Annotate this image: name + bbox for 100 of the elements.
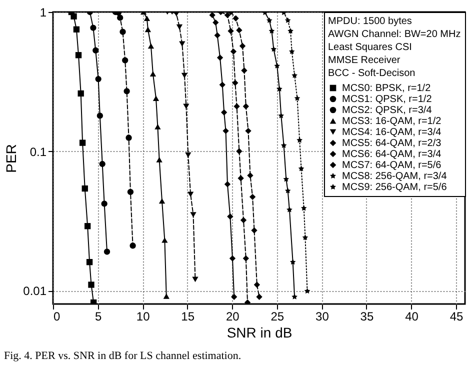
- legend-label: MCS0: BPSK, r=1/2: [342, 83, 432, 94]
- point: [286, 206, 292, 212]
- point: [163, 294, 170, 299]
- point: [229, 255, 236, 262]
- point: [90, 24, 96, 31]
- point: [126, 134, 132, 141]
- legend-label: MCS5: 64-QAM, r=2/3: [342, 138, 442, 149]
- point: [154, 124, 161, 130]
- point: [96, 112, 104, 119]
- x-tick-label: 35: [360, 310, 374, 324]
- point: [95, 76, 102, 82]
- point: [130, 242, 136, 249]
- point: [284, 17, 291, 23]
- legend-label: MCS3: 16-QAM, r=1/2: [342, 116, 442, 127]
- x-tick-label: 15: [181, 310, 195, 324]
- point: [144, 26, 152, 32]
- x-tick-label: 10: [136, 310, 150, 324]
- point: [227, 213, 234, 220]
- point: [270, 46, 277, 52]
- point: [99, 160, 106, 168]
- y-axis-title: PER: [3, 144, 20, 173]
- point: [84, 223, 91, 230]
- point: [104, 248, 110, 255]
- x-tick-label: 30: [316, 310, 330, 324]
- point: [304, 288, 310, 294]
- point: [278, 112, 284, 118]
- point: [284, 188, 291, 194]
- x-tick-label: 5: [94, 310, 102, 324]
- point: [283, 176, 290, 182]
- point: [122, 57, 128, 64]
- legend-label: MCS7: 64-QAM, r=5/6: [342, 160, 442, 171]
- point: [212, 19, 219, 26]
- point: [181, 72, 188, 78]
- point: [290, 259, 296, 265]
- point: [232, 80, 238, 86]
- point: [187, 192, 194, 198]
- point: [124, 88, 130, 94]
- point: [302, 234, 308, 240]
- point: [236, 148, 242, 154]
- legend-title: MPDU: 1500 bytes AWGN Channel: BW=20 MHz Least Squares CSI MMSE Receiver BCC - Soft-Decison: [328, 16, 461, 79]
- point: [216, 54, 224, 61]
- point: [75, 52, 82, 58]
- point: [150, 71, 156, 76]
- point: [231, 294, 238, 300]
- point: [256, 294, 262, 300]
- point: [190, 212, 196, 218]
- point: [224, 12, 231, 18]
- point: [236, 27, 242, 34]
- point: [268, 28, 275, 34]
- point: [296, 137, 302, 143]
- point: [276, 86, 282, 92]
- point: [82, 185, 88, 192]
- point: [230, 48, 237, 55]
- point: [222, 128, 229, 134]
- y-tick-label: 0.01: [23, 284, 47, 298]
- x-tick-label: 25: [270, 310, 284, 324]
- point: [300, 205, 307, 211]
- point: [101, 200, 108, 207]
- point: [266, 17, 272, 23]
- legend-label: MCS6: 64-QAM, r=3/4: [342, 149, 442, 160]
- point: [292, 294, 298, 300]
- point: [224, 181, 231, 188]
- point: [234, 103, 240, 110]
- point: [249, 194, 256, 200]
- point: [288, 28, 294, 34]
- legend-label: MCS8: 256-QAM, r=3/4: [342, 171, 448, 182]
- point: [214, 32, 220, 38]
- point: [73, 26, 80, 32]
- point: [219, 82, 226, 88]
- point: [220, 109, 228, 116]
- legend-label: MCS1: QPSK, r=1/2: [342, 94, 432, 105]
- point: [280, 142, 287, 148]
- legend-label: MCS9: 256-QAM, r=5/6: [342, 182, 448, 193]
- point: [70, 13, 77, 20]
- caption: Fig. 4. PER vs. SNR in dB for LS channel estimation.: [4, 350, 242, 362]
- point: [192, 276, 198, 282]
- point: [238, 175, 244, 182]
- legend-label: MCS4: 16-QAM, r=3/4: [342, 127, 442, 138]
- y-tick-label: 0.1: [30, 144, 47, 159]
- legend-label: MCS2: QPSK, r=3/4: [342, 105, 432, 116]
- point: [90, 299, 97, 304]
- point: [239, 42, 246, 50]
- point: [86, 259, 93, 266]
- x-axis-title: SNR in dB: [226, 324, 292, 340]
- point: [158, 198, 166, 204]
- y-tick-label: 1: [40, 6, 47, 20]
- point: [185, 152, 192, 158]
- x-tick-label: 40: [405, 310, 419, 324]
- point: [78, 90, 84, 97]
- point: [245, 128, 252, 134]
- point: [176, 24, 183, 30]
- x-tick-label: 45: [450, 310, 464, 324]
- point: [240, 217, 247, 224]
- point: [288, 48, 295, 54]
- point: [232, 15, 239, 22]
- point: [209, 12, 216, 18]
- point: [144, 16, 150, 22]
- point: [298, 166, 304, 172]
- point: [247, 172, 254, 179]
- point: [152, 96, 160, 101]
